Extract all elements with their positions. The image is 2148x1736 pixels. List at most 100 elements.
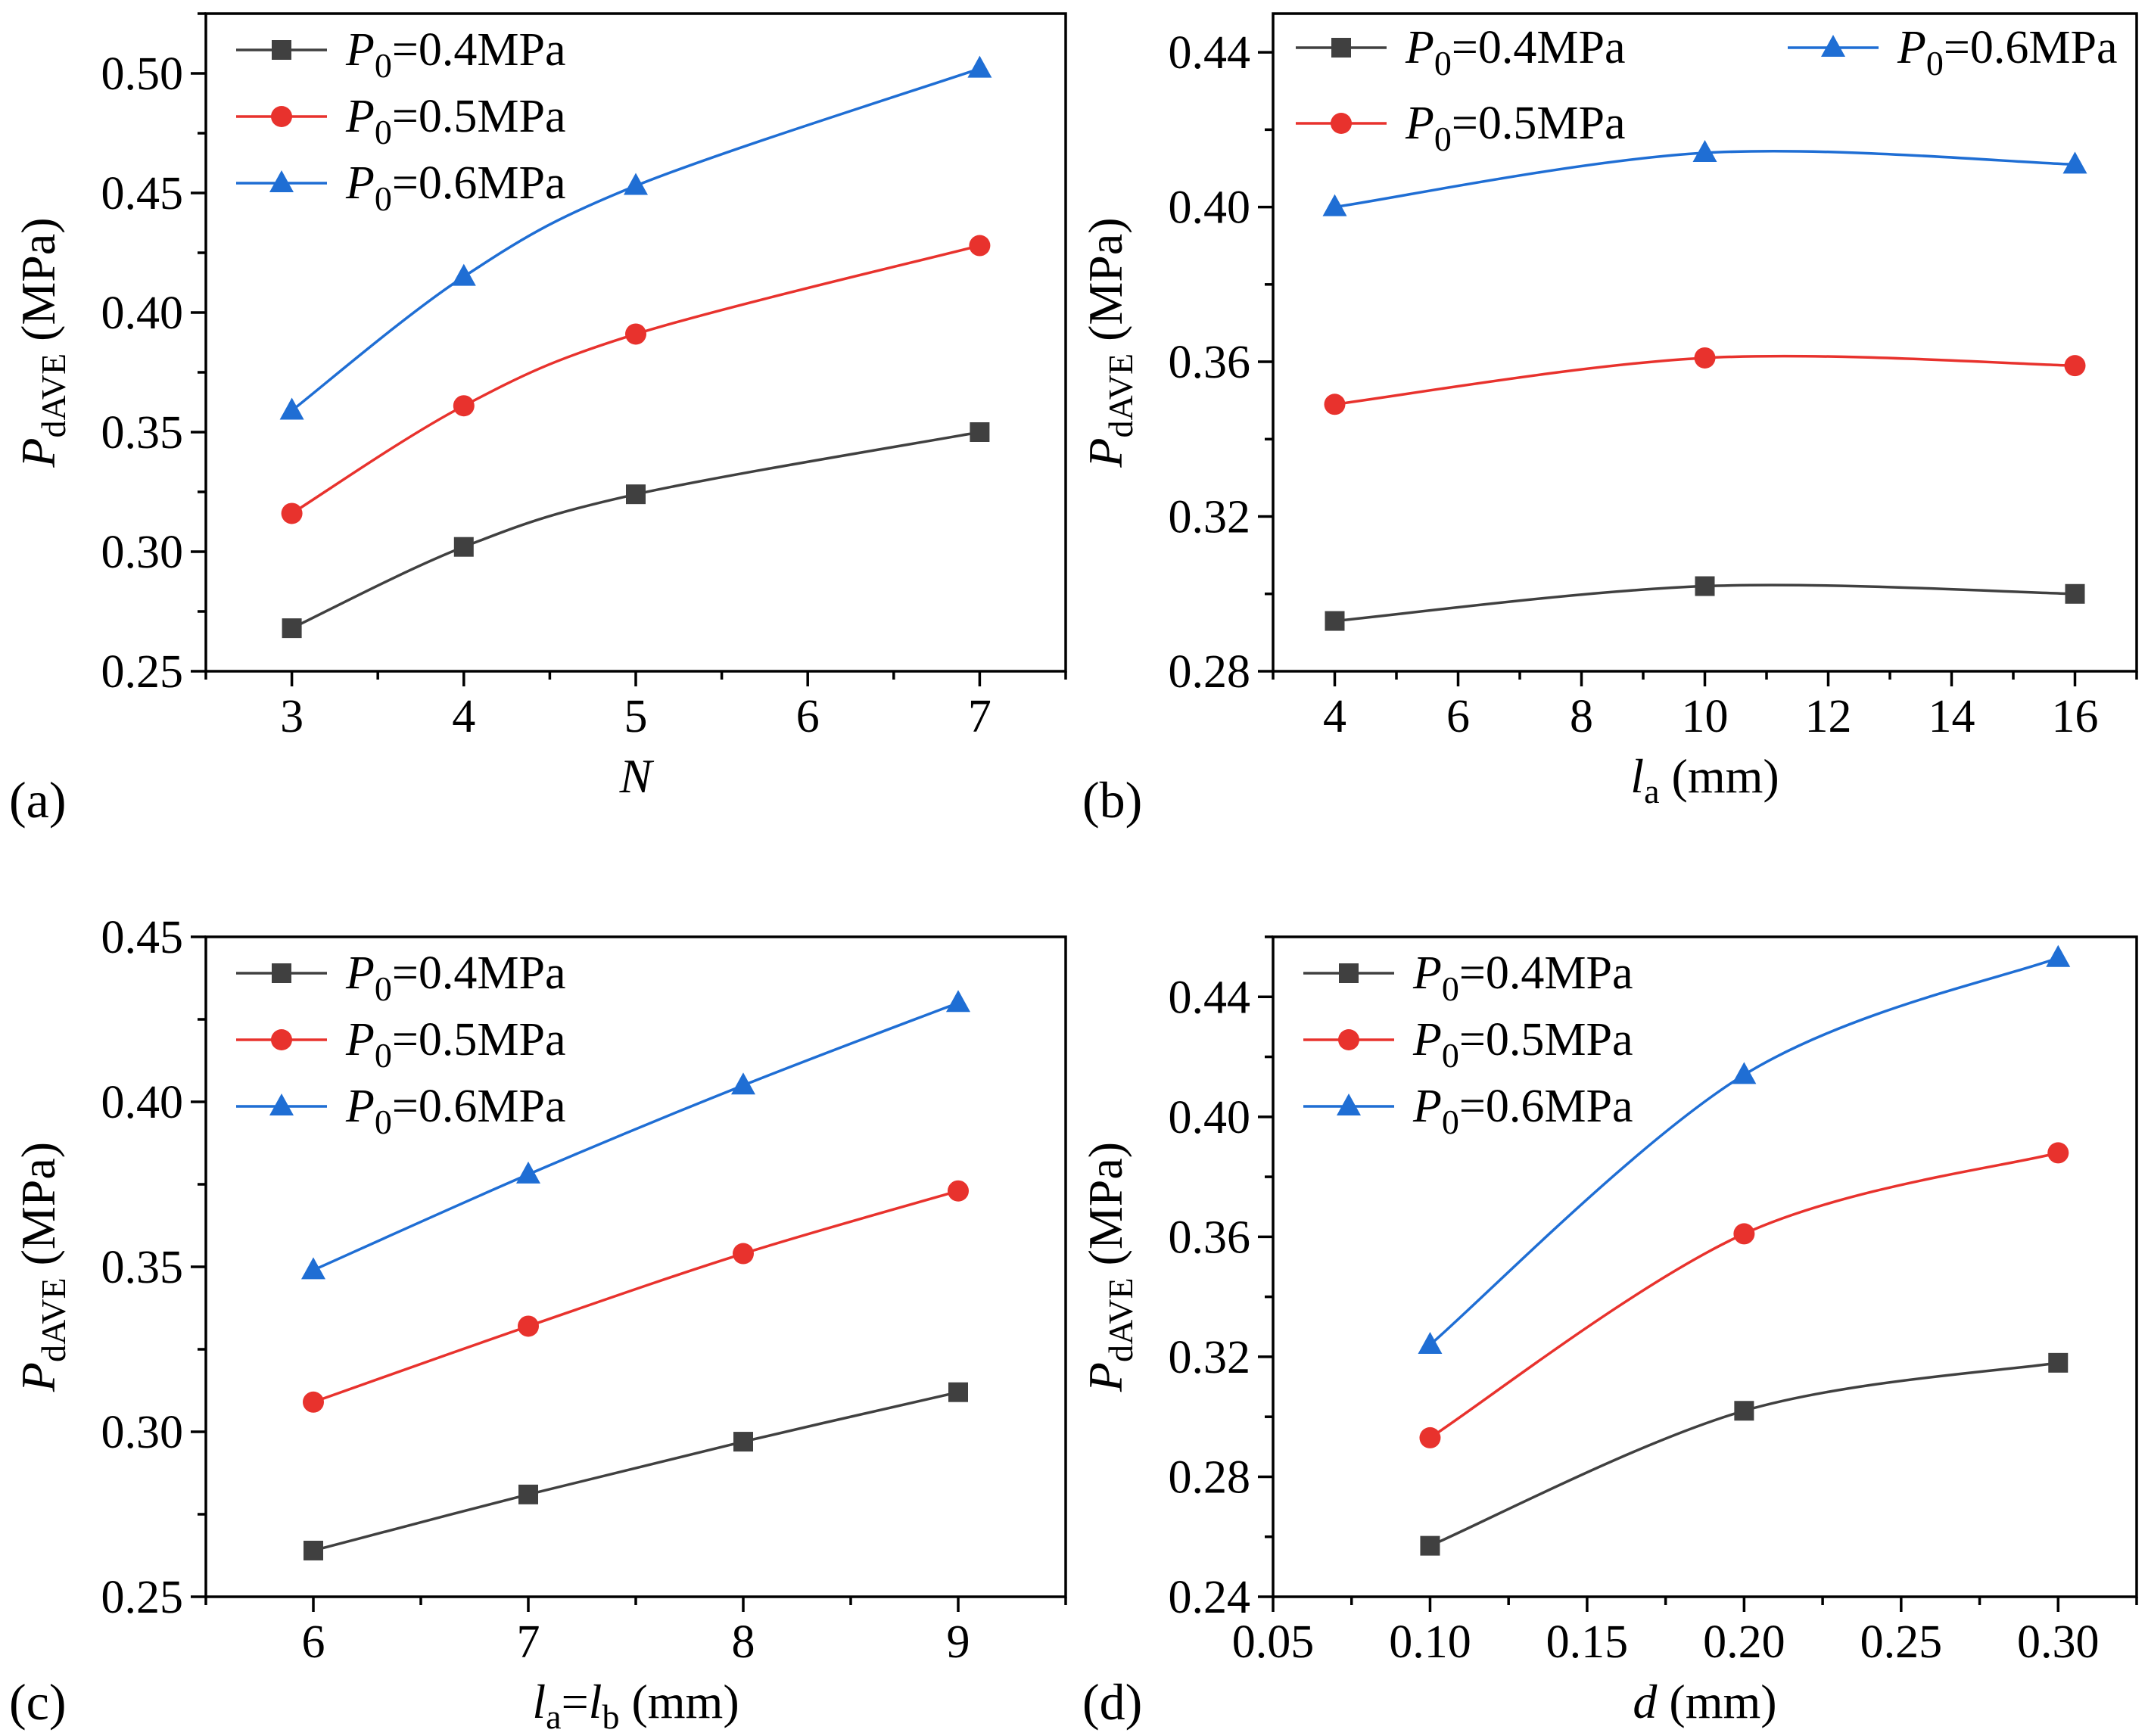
y-tick-label: 0.28 xyxy=(1169,646,1251,698)
data-point xyxy=(2046,944,2071,967)
x-tick-label: 0.10 xyxy=(1389,1616,1471,1668)
data-point xyxy=(948,1180,969,1202)
data-point xyxy=(304,1540,323,1560)
legend-label: P0=0.5MPa xyxy=(345,91,565,151)
series-square xyxy=(1325,576,2085,631)
x-tick-label: 9 xyxy=(947,1616,970,1668)
y-tick-label: 0.32 xyxy=(1169,492,1251,543)
legend-marker xyxy=(272,963,291,983)
series-line xyxy=(1429,1361,2059,1548)
x-axis-label: la=lb (mm) xyxy=(532,1675,739,1736)
panel-label: (c) xyxy=(9,1673,66,1731)
x-tick-label: 14 xyxy=(1929,691,1975,742)
legend-marker xyxy=(271,1029,292,1050)
legend-label: P0=0.6MPa xyxy=(345,1081,565,1141)
x-tick-label: 7 xyxy=(968,691,992,742)
legend-marker xyxy=(1337,1094,1361,1115)
data-point xyxy=(453,395,475,417)
y-tick-label: 0.30 xyxy=(101,1407,184,1458)
y-axis-label: PdAVE (MPa) xyxy=(11,1142,73,1392)
y-tick-label: 0.25 xyxy=(101,1572,184,1623)
legend-entry: P0=0.4MPa xyxy=(1296,22,1625,82)
data-point xyxy=(451,263,476,286)
legend-entry: P0=0.6MPa xyxy=(1788,22,2117,82)
y-axis-label: PdAVE (MPa) xyxy=(11,217,73,468)
legend-marker xyxy=(1821,35,1845,57)
data-point xyxy=(1695,576,1715,596)
series-square xyxy=(304,1382,968,1560)
series-circle xyxy=(303,1180,969,1413)
legend-label: P0=0.6MPa xyxy=(345,157,565,218)
data-point xyxy=(626,484,646,505)
y-tick-label: 0.40 xyxy=(101,288,184,339)
legend-label: P0=0.4MPa xyxy=(345,947,565,1008)
series-line xyxy=(1429,1151,2059,1439)
legend-entry: P0=0.5MPa xyxy=(1296,98,1625,158)
y-tick-label: 0.35 xyxy=(101,1242,184,1293)
y-tick-label: 0.28 xyxy=(1169,1451,1251,1503)
y-tick-label: 0.40 xyxy=(1169,1092,1251,1143)
y-tick-label: 0.45 xyxy=(101,168,184,219)
legend-marker xyxy=(269,170,294,192)
data-point xyxy=(301,1257,325,1280)
panel-label: (b) xyxy=(1082,771,1142,829)
data-point xyxy=(625,323,646,345)
data-point xyxy=(946,990,970,1013)
data-point xyxy=(1732,1062,1757,1084)
series-line xyxy=(313,1001,959,1271)
data-point xyxy=(733,1243,754,1265)
y-tick-label: 0.32 xyxy=(1169,1332,1251,1383)
plot-frame xyxy=(1272,935,2138,1598)
x-tick-label: 0.30 xyxy=(2017,1616,2100,1668)
series-circle xyxy=(1324,347,2086,415)
x-tick-label: 0.15 xyxy=(1546,1616,1629,1668)
data-point xyxy=(1322,194,1347,216)
data-point xyxy=(279,397,304,420)
legend-label: P0=0.5MPa xyxy=(1405,98,1625,158)
x-axis-label: d (mm) xyxy=(1633,1675,1776,1728)
y-tick-label: 0.44 xyxy=(1169,27,1251,79)
data-point xyxy=(731,1072,755,1095)
legend-entry: P0=0.5MPa xyxy=(1303,1014,1633,1075)
legend-marker xyxy=(269,1094,294,1115)
legend-label: P0=0.5MPa xyxy=(1412,1014,1633,1075)
legend-marker xyxy=(1331,38,1351,58)
x-tick-label: 8 xyxy=(732,1616,755,1668)
y-tick-label: 0.45 xyxy=(101,912,184,963)
x-tick-label: 5 xyxy=(624,691,648,742)
x-tick-label: 6 xyxy=(1446,691,1470,742)
legend-marker xyxy=(272,40,291,60)
series-triangle xyxy=(1322,140,2087,216)
legend-entry: P0=0.4MPa xyxy=(236,947,565,1008)
y-axis-label: PdAVE (MPa) xyxy=(1079,217,1140,468)
x-tick-label: 16 xyxy=(2052,691,2099,742)
legend-label: P0=0.6MPa xyxy=(1412,1081,1633,1141)
data-point xyxy=(518,1315,539,1337)
series-line xyxy=(291,431,980,630)
x-tick-label: 6 xyxy=(302,1616,325,1668)
plot-frame xyxy=(1272,12,2138,673)
legend-marker xyxy=(271,106,292,127)
data-point xyxy=(967,55,992,78)
series-triangle xyxy=(301,990,970,1280)
data-point xyxy=(2065,583,2085,604)
legend-marker xyxy=(1331,113,1352,134)
data-point xyxy=(303,1391,324,1413)
x-tick-label: 4 xyxy=(452,691,475,742)
x-tick-label: 8 xyxy=(1570,691,1593,742)
y-tick-label: 0.40 xyxy=(1169,182,1251,234)
data-point xyxy=(1419,1426,1441,1448)
series-square xyxy=(282,422,990,639)
x-tick-label: 0.20 xyxy=(1703,1616,1785,1668)
data-point xyxy=(969,235,991,257)
series-line xyxy=(313,1190,959,1404)
x-tick-label: 0.05 xyxy=(1232,1616,1315,1668)
data-point xyxy=(1324,394,1346,415)
panel-label: (d) xyxy=(1082,1673,1142,1731)
legend-marker xyxy=(1339,963,1359,983)
data-point xyxy=(970,422,990,442)
y-tick-label: 0.30 xyxy=(101,527,184,578)
data-point xyxy=(282,618,302,639)
